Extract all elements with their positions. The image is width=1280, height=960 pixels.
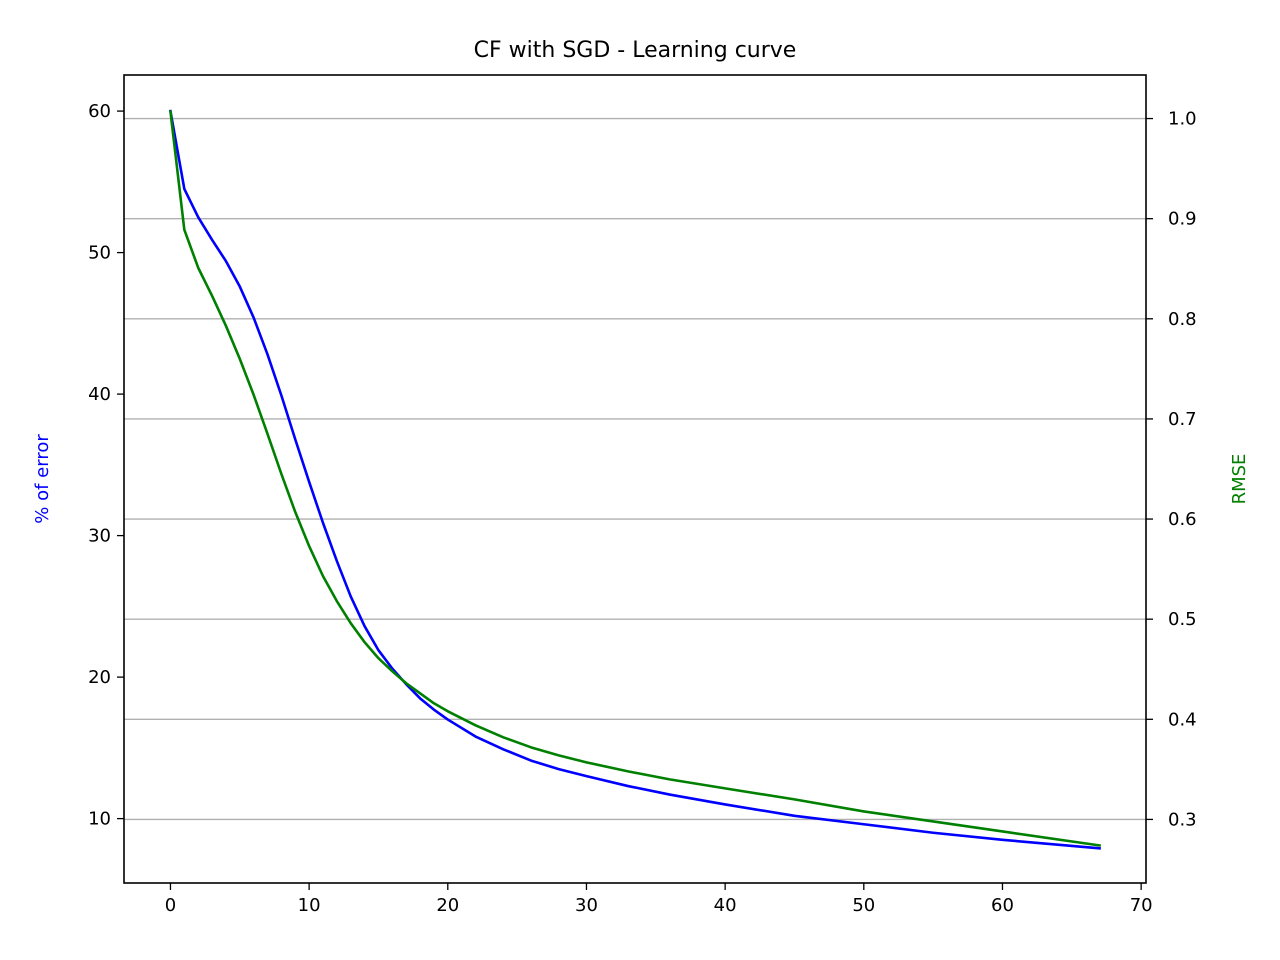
y-left-tick-label: 30 (88, 526, 111, 547)
y-axis-right-label: RMSE (1229, 454, 1250, 505)
x-tick-label: 0 (165, 895, 176, 916)
x-tick-label: 60 (991, 895, 1014, 916)
y-right-tick-label: 0.4 (1168, 709, 1197, 730)
y-left-tick-label: 50 (88, 243, 111, 264)
plot-frame (123, 74, 1147, 884)
y-left-tick-label: 60 (88, 101, 111, 122)
y-right-tick-label: 0.9 (1168, 209, 1197, 230)
series-layer (168, 109, 1102, 850)
y-right-tick-label: 0.7 (1168, 409, 1197, 430)
x-tick-label: 10 (298, 895, 321, 916)
y-axis-left-label: % of error (32, 434, 53, 524)
x-tick-label: 30 (575, 895, 598, 916)
y-left-tick-label: 40 (88, 384, 111, 405)
y-right-tick-label: 1.0 (1168, 109, 1197, 130)
y-right-tick-label: 0.8 (1168, 309, 1197, 330)
chart-title: CF with SGD - Learning curve (474, 38, 797, 63)
x-tick-label: 70 (1130, 895, 1153, 916)
tick-layer: 0 10 20 30 40 50 60 70 10 20 30 40 50 60 0.3 0.4 0.5 0.6 0… (88, 101, 1197, 916)
y-right-tick-label: 0.3 (1168, 809, 1197, 830)
x-tick-label: 50 (852, 895, 875, 916)
y-left-tick-label: 20 (88, 667, 111, 688)
y-left-tick-label: 10 (88, 809, 111, 830)
y-right-tick-label: 0.5 (1168, 609, 1197, 630)
y-right-tick-label: 0.6 (1168, 509, 1197, 530)
rmse-series-line (169, 110, 1102, 847)
grid-layer (124, 117, 1146, 821)
x-tick-label: 40 (714, 895, 737, 916)
x-tick-label: 20 (436, 895, 459, 916)
